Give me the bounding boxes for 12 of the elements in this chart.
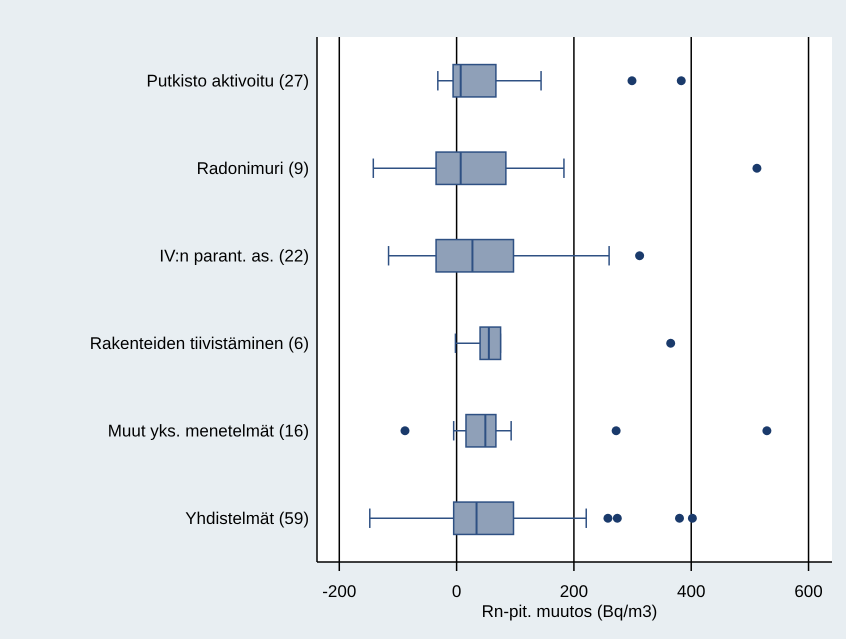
y-tick-label: Putkisto aktivoitu (27) — [146, 72, 309, 91]
x-tick-label: -200 — [322, 582, 356, 601]
x-tick-label: 0 — [452, 582, 462, 601]
x-axis-title: Rn-pit. muutos (Bq/m3) — [482, 602, 658, 621]
x-tick-label: 200 — [560, 582, 588, 601]
y-tick-label: Yhdistelmät (59) — [185, 509, 309, 528]
x-tick-label: 400 — [677, 582, 706, 601]
y-tick-label: Radonimuri (9) — [196, 159, 309, 178]
y-tick-label: Muut yks. menetelmät (16) — [108, 422, 309, 441]
y-tick-label: Rakenteiden tiivistäminen (6) — [90, 334, 309, 354]
y-tick-label: IV:n parant. as. (22) — [159, 246, 309, 266]
x-tick-label: 600 — [794, 582, 823, 601]
